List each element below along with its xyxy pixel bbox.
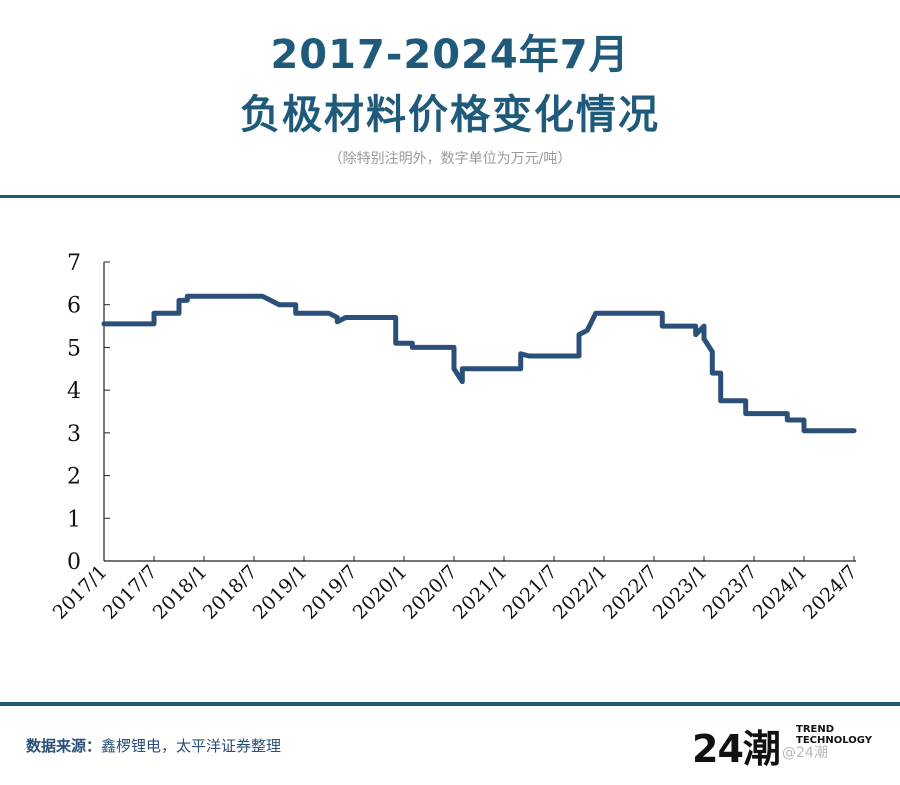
series-layer xyxy=(101,293,857,434)
x-tick-label: 2017/7 xyxy=(99,561,162,624)
y-tick-label: 5 xyxy=(67,336,81,361)
x-tick-label: 2018/1 xyxy=(149,561,212,624)
watermark: @24潮 xyxy=(782,745,828,761)
chart-subtitle: （除特别注明外，数字单位为万元/吨） xyxy=(328,151,572,167)
x-tick-label: 2023/7 xyxy=(699,561,762,624)
x-tick-label: 2019/7 xyxy=(299,561,362,624)
brand-logo: 24潮 TREND TECHNOLOGY xyxy=(692,718,892,774)
x-tick-label: 2022/1 xyxy=(549,561,612,624)
top-divider xyxy=(0,195,900,198)
logo-wordmark: 24潮 xyxy=(692,727,781,771)
chart-title-line1: 2017-2024年7月 xyxy=(270,32,630,78)
x-tick-label: 2020/7 xyxy=(399,561,462,624)
logo-tagline: TREND TECHNOLOGY xyxy=(796,724,872,746)
x-tick-label: 2021/7 xyxy=(499,561,562,624)
y-tick-label: 6 xyxy=(67,294,81,319)
x-tick-label: 2022/7 xyxy=(599,561,662,624)
x-axis-ticks: 2017/12017/72018/12018/72019/12019/72020… xyxy=(49,556,862,624)
x-tick-label: 2019/1 xyxy=(249,561,312,624)
y-tick-label: 0 xyxy=(67,550,81,575)
logo-tagline-line2: TECHNOLOGY xyxy=(796,735,872,746)
x-tick-label: 2024/7 xyxy=(799,561,862,624)
x-tick-label: 2021/1 xyxy=(449,561,512,624)
bottom-divider xyxy=(0,702,900,706)
y-tick-label: 4 xyxy=(67,379,81,404)
series-line xyxy=(101,293,857,434)
x-tick-label: 2024/1 xyxy=(749,561,812,624)
source-label: 数据来源： xyxy=(26,737,102,755)
y-tick-label: 7 xyxy=(67,251,81,276)
x-tick-label: 2018/7 xyxy=(199,561,262,624)
x-tick-label: 2023/1 xyxy=(649,561,712,624)
y-tick-label: 3 xyxy=(67,422,81,447)
chart-axes xyxy=(103,262,856,562)
data-source: 数据来源：鑫椤锂电，太平洋证券整理 xyxy=(26,735,281,756)
source-text: 鑫椤锂电，太平洋证券整理 xyxy=(101,737,282,755)
price-line-chart: 0 1 2 3 4 5 6 7 2017/12017/72018/12018/72019/12… xyxy=(49,251,862,624)
y-axis-ticks: 0 1 2 3 4 5 6 7 xyxy=(67,251,110,575)
y-tick-label: 2 xyxy=(67,465,81,490)
logo-tagline-line1: TREND xyxy=(796,724,835,735)
chart-title-line2: 负极材料价格变化情况 xyxy=(240,92,660,138)
y-tick-label: 1 xyxy=(67,507,81,532)
x-tick-label: 2020/1 xyxy=(349,561,412,624)
